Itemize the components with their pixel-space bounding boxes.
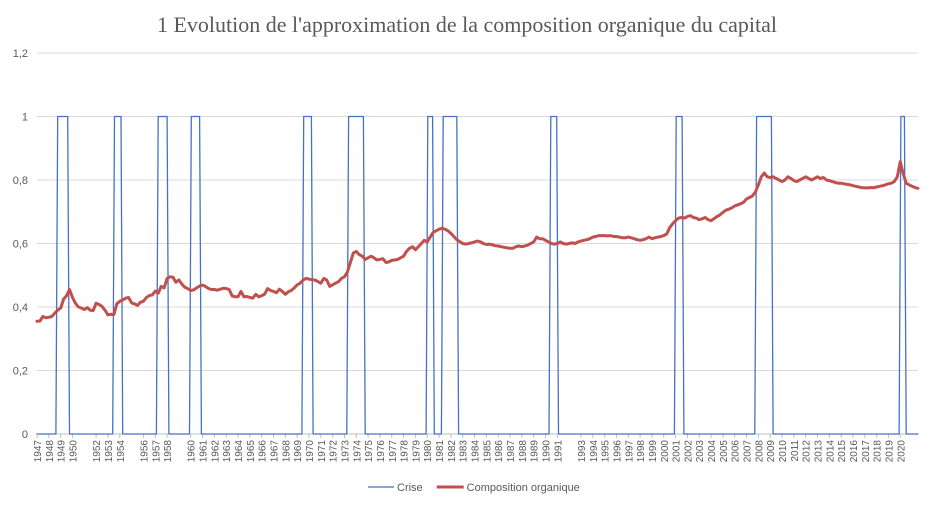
x-tick-label: 2018 (873, 440, 884, 463)
x-tick-label: 1981 (435, 440, 446, 463)
x-tick-label: 1978 (400, 440, 411, 463)
x-tick-label: 2014 (825, 440, 836, 463)
x-tick-label: 1979 (411, 440, 422, 463)
x-tick-label: 1996 (612, 440, 623, 463)
x-axis-ticks: 1947 1948 1949 1950 1952 1953 1954 1956 1957 1958… (33, 433, 918, 463)
y-tick-label: 0 (22, 429, 28, 441)
x-tick-label: 1967 (270, 440, 281, 463)
legend: Crise Composition organique (368, 482, 580, 494)
x-tick-label: 1965 (246, 440, 257, 463)
x-tick-label: 1968 (281, 440, 292, 463)
x-tick-label: 1962 (210, 440, 221, 463)
x-tick-label: 1988 (518, 440, 529, 463)
x-tick-label: 1973 (340, 440, 351, 463)
x-tick-label: 1974 (352, 440, 363, 463)
x-tick-label: 2001 (672, 440, 683, 463)
x-tick-label: 1953 (104, 440, 115, 463)
x-tick-label: 2006 (731, 440, 742, 463)
y-tick-label: 1 (22, 112, 28, 124)
x-tick-label: 2003 (695, 440, 706, 463)
x-tick-label: 1975 (364, 440, 375, 463)
x-tick-label: 2008 (754, 440, 765, 463)
y-tick-label: 0,8 (13, 175, 28, 187)
x-tick-label: 2011 (790, 440, 801, 462)
composition-series-line (35, 160, 920, 323)
x-tick-label: 1987 (506, 440, 517, 463)
x-tick-label: 2019 (884, 440, 895, 463)
x-tick-label: 2002 (683, 440, 694, 463)
x-tick-label: 1998 (636, 440, 647, 463)
x-tick-label: 1961 (199, 440, 210, 463)
x-tick-label: 1990 (541, 440, 552, 463)
x-tick-label: 1976 (376, 440, 387, 463)
x-tick-label: 1999 (648, 440, 659, 463)
x-tick-label: 1952 (92, 440, 103, 463)
x-tick-label: 2016 (849, 440, 860, 463)
x-tick-label: 2013 (813, 440, 824, 463)
x-tick-label: 2004 (707, 440, 718, 463)
x-tick-label: 1950 (68, 440, 79, 463)
x-tick-label: 1957 (151, 440, 162, 463)
x-tick-label: 1997 (624, 440, 635, 463)
x-tick-label: 1994 (589, 440, 600, 463)
x-tick-label: 2009 (766, 440, 777, 463)
x-tick-label: 1972 (329, 440, 340, 463)
x-tick-label: 1977 (388, 440, 399, 463)
x-tick-label: 1954 (116, 440, 127, 463)
x-tick-label: 2017 (861, 440, 872, 463)
x-tick-label: 1989 (530, 440, 541, 463)
x-tick-label: 1995 (601, 440, 612, 463)
x-tick-label: 1970 (305, 440, 316, 463)
x-tick-label: 1960 (187, 440, 198, 463)
x-tick-label: 2007 (743, 440, 754, 463)
x-tick-label: 1980 (423, 440, 434, 463)
x-tick-label: 1966 (258, 440, 269, 463)
legend-label: Composition organique (467, 482, 580, 494)
x-tick-label: 1991 (553, 440, 564, 463)
x-tick-label: 1969 (293, 440, 304, 463)
series-group (35, 115, 920, 435)
x-tick-label: 1982 (447, 440, 458, 463)
x-tick-label: 1971 (317, 440, 328, 463)
y-axis-ticks: 0 0,2 0,4 0,6 0,8 1 1,2 (13, 48, 28, 441)
y-tick-label: 1,2 (13, 48, 28, 60)
crise-series-line (36, 115, 919, 435)
x-tick-label: 1947 (33, 440, 44, 463)
y-tick-label: 0,4 (13, 302, 28, 314)
x-tick-label: 2012 (802, 440, 813, 463)
x-tick-label: 1963 (222, 440, 233, 463)
y-tick-label: 0,6 (13, 239, 28, 251)
x-tick-label: 1984 (471, 440, 482, 463)
legend-label: Crise (397, 482, 423, 494)
x-tick-label: 1985 (482, 440, 493, 463)
chart-title: 1 Evolution de l'approximation de la com… (157, 12, 777, 37)
x-tick-label: 2020 (896, 440, 907, 463)
x-tick-label: 2015 (837, 440, 848, 463)
x-tick-label: 2005 (719, 440, 730, 463)
x-tick-label: 1949 (57, 440, 68, 463)
x-tick-label: 1983 (459, 440, 470, 463)
x-tick-label: 1958 (163, 440, 174, 463)
x-tick-label: 1956 (139, 440, 150, 463)
x-tick-label: 1993 (577, 440, 588, 463)
gridlines (37, 52, 918, 435)
x-tick-label: 1986 (494, 440, 505, 463)
x-tick-label: 2000 (660, 440, 671, 463)
x-tick-label: 2010 (778, 440, 789, 463)
x-tick-label: 1948 (45, 440, 56, 463)
y-tick-label: 0,2 (13, 366, 28, 378)
x-tick-label: 1964 (234, 440, 245, 463)
